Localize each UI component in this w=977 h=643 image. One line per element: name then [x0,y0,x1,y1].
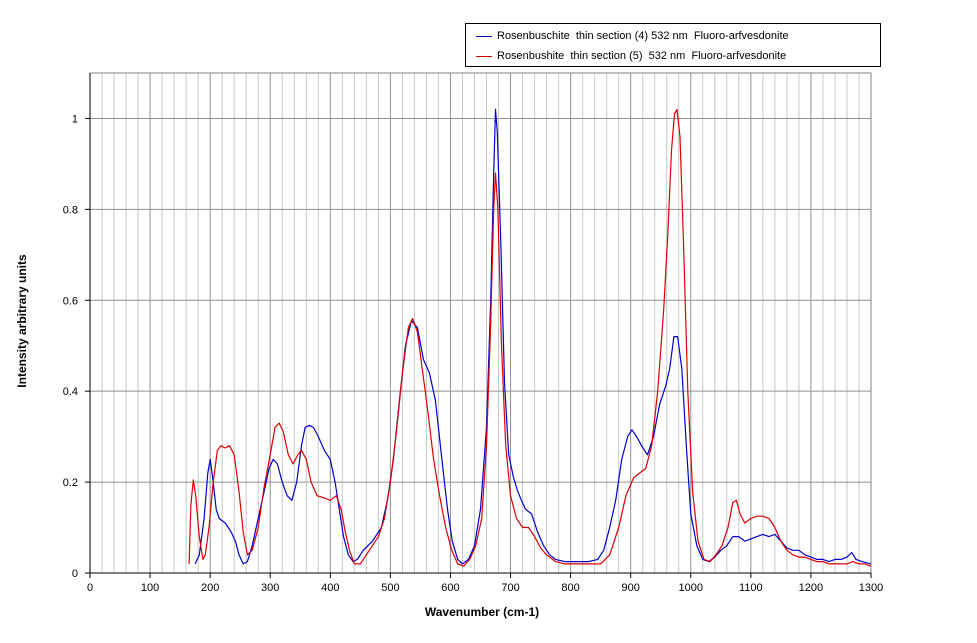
legend-entry-series-1: Rosenbuschite thin section (4) 532 nm Fl… [476,28,789,44]
x-tick-label: 800 [561,582,579,594]
y-tick-label: 0.8 [63,204,78,216]
series-line-2 [188,108,872,567]
legend: Rosenbuschite thin section (4) 532 nm Fl… [465,23,881,67]
x-tick-label: 100 [141,582,159,594]
x-tick-label: 600 [441,582,459,594]
x-tick-label: 1200 [799,582,823,594]
x-tick-label: 1000 [679,582,703,594]
plot-area [90,73,871,573]
x-tick-label: 200 [201,582,219,594]
y-tick-label: 0.4 [63,386,78,398]
y-tick-label: 0 [72,568,78,580]
legend-label-series-1: Rosenbuschite thin section (4) 532 nm Fl… [497,30,789,42]
x-tick-label: 500 [381,582,399,594]
x-tick-label: 400 [321,582,339,594]
legend-swatch-series-2 [476,55,492,57]
legend-swatch-series-1 [476,35,492,37]
legend-label-series-2: Rosenbushite thin section (5) 532 nm Flu… [497,50,787,62]
x-tick-label: 1100 [739,582,763,594]
series-line-1 [194,108,872,565]
y-tick-label: 1 [72,113,78,125]
x-tick-label: 1300 [859,582,883,594]
x-tick-label: 0 [87,582,93,594]
x-tick-label: 700 [501,582,519,594]
x-tick-label: 300 [261,582,279,594]
x-axis-title: Wavenumber (cm-1) [424,605,540,619]
y-axis-title: Intensity arbitrary units [15,254,29,388]
x-tick-label: 900 [622,582,640,594]
y-tick-label: 0.2 [63,477,78,489]
legend-entry-series-2: Rosenbushite thin section (5) 532 nm Flu… [476,48,786,64]
y-tick-label: 0.6 [63,295,78,307]
